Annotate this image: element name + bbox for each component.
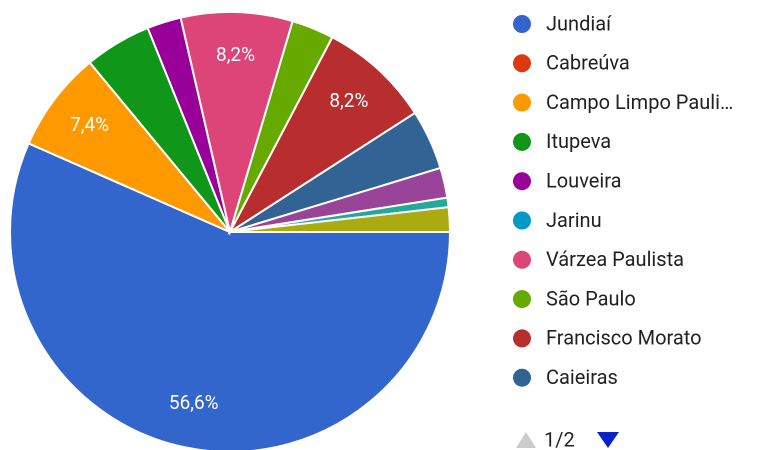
pie-slice: [9, 142, 452, 450]
pie-slice: [227, 35, 417, 235]
legend-swatch: [513, 368, 531, 387]
legend-label: Jundiaí: [546, 11, 612, 35]
slice-label: 8,2%: [329, 89, 368, 112]
slice-label: 7,4%: [70, 113, 109, 136]
legend-swatch: [513, 250, 531, 269]
pager-prev[interactable]: [516, 432, 536, 448]
legend-swatch: [513, 93, 531, 112]
legend-swatch: [513, 290, 531, 309]
pie-slice: [27, 61, 231, 233]
legend-swatch: [513, 54, 531, 73]
legend-label: Francisco Morato: [546, 326, 702, 350]
legend-swatch: [513, 211, 531, 230]
legend-label: São Paulo: [546, 286, 636, 310]
pager-label: 1/2: [544, 427, 575, 450]
legend-label: Cabreúva: [546, 51, 630, 75]
legend-swatch: [513, 329, 531, 348]
pie-slice: [229, 206, 452, 233]
legend-swatch: [513, 132, 531, 151]
legend-swatch: [513, 172, 531, 191]
slice-label: 8,2%: [216, 43, 255, 66]
legend-label: Louveira: [546, 168, 622, 192]
legend-swatch: [513, 15, 531, 33]
legend-label: Várzea Paulista: [546, 247, 684, 271]
legend-label: Caieiras: [546, 365, 618, 389]
pie-slice: [179, 11, 294, 236]
legend-label: Itupeva: [546, 129, 611, 153]
legend-label: Campo Limpo Pauli…: [546, 90, 733, 114]
slice-label: 56,6%: [169, 391, 219, 414]
pager-next[interactable]: [597, 432, 619, 448]
legend-label: Jarinu: [546, 208, 602, 232]
